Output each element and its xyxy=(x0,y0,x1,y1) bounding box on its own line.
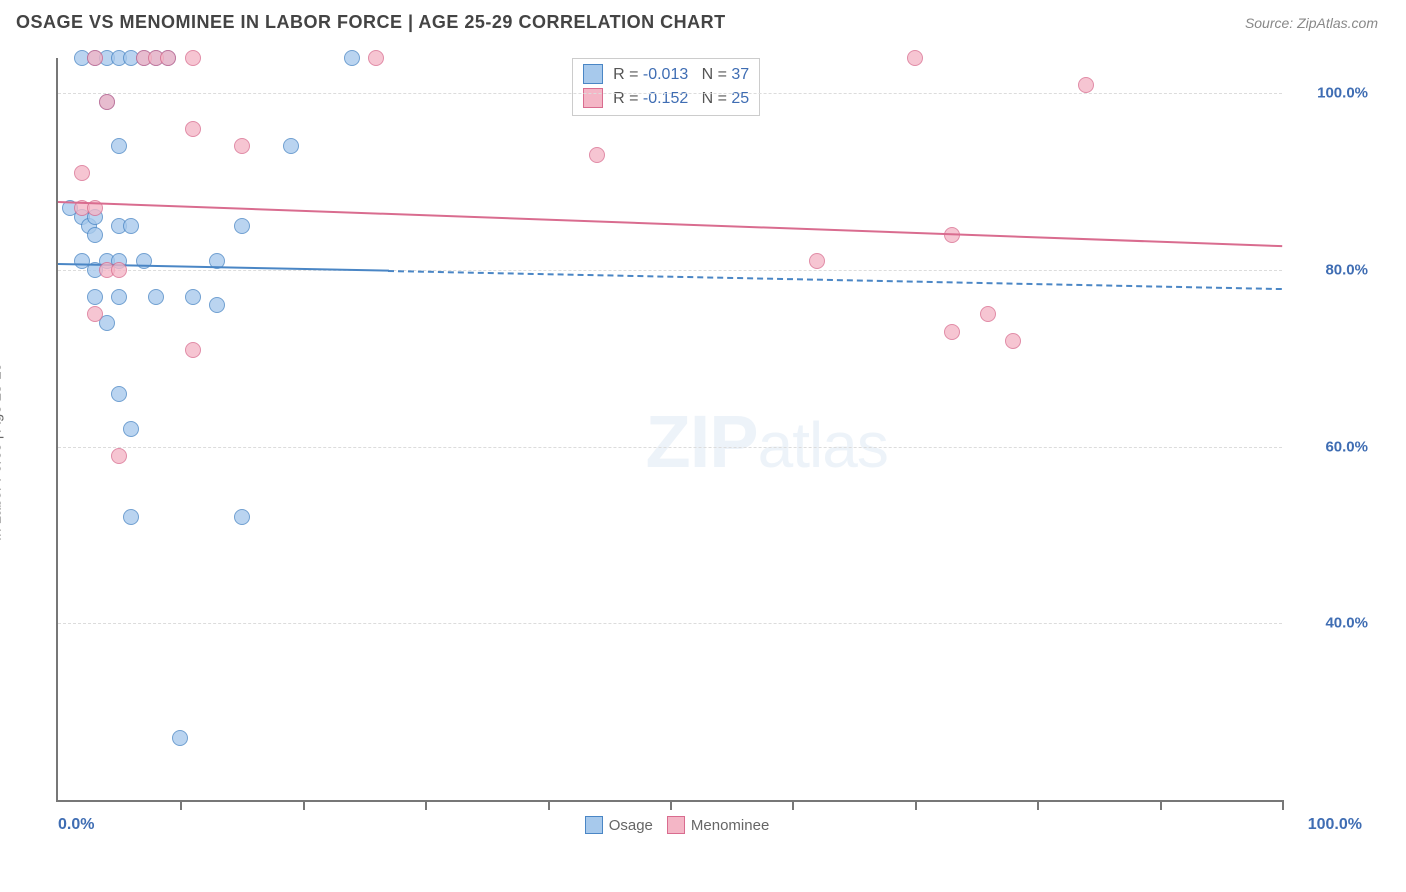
grid-line xyxy=(58,93,1282,94)
data-point-menominee xyxy=(980,306,996,322)
data-point-menominee xyxy=(185,50,201,66)
trend-osage xyxy=(388,270,1282,290)
data-point-osage xyxy=(123,421,139,437)
x-tick xyxy=(1282,800,1284,810)
data-point-menominee xyxy=(1078,77,1094,93)
data-point-osage xyxy=(185,289,201,305)
grid-line xyxy=(58,623,1282,624)
data-point-menominee xyxy=(589,147,605,163)
y-tick-label: 40.0% xyxy=(1288,615,1368,632)
data-point-menominee xyxy=(87,50,103,66)
data-point-osage xyxy=(209,297,225,313)
grid-line xyxy=(58,270,1282,271)
data-point-menominee xyxy=(99,94,115,110)
source-label: Source: ZipAtlas.com xyxy=(1245,15,1378,31)
data-point-menominee xyxy=(87,306,103,322)
stats-row: R = -0.013 N = 37 xyxy=(583,63,749,87)
x-tick xyxy=(180,800,182,810)
data-point-menominee xyxy=(160,50,176,66)
data-point-menominee xyxy=(809,253,825,269)
chart-title: OSAGE VS MENOMINEE IN LABOR FORCE | AGE … xyxy=(16,12,726,33)
x-max-label: 100.0% xyxy=(1282,816,1362,834)
data-point-menominee xyxy=(368,50,384,66)
data-point-osage xyxy=(111,386,127,402)
data-point-osage xyxy=(283,138,299,154)
data-point-menominee xyxy=(1005,333,1021,349)
data-point-menominee xyxy=(944,324,960,340)
data-point-menominee xyxy=(111,448,127,464)
x-tick xyxy=(425,800,427,810)
x-tick xyxy=(1160,800,1162,810)
title-bar: OSAGE VS MENOMINEE IN LABOR FORCE | AGE … xyxy=(0,0,1406,39)
data-point-osage xyxy=(148,289,164,305)
y-tick-label: 100.0% xyxy=(1288,85,1368,102)
x-tick xyxy=(792,800,794,810)
chart: In Labor Force | Age 25-29 ZIPatlas R = … xyxy=(16,48,1378,856)
x-tick xyxy=(548,800,550,810)
legend-item: Osage xyxy=(571,817,653,834)
data-point-osage xyxy=(234,218,250,234)
data-point-osage xyxy=(111,138,127,154)
y-tick-label: 60.0% xyxy=(1288,438,1368,455)
y-axis-label: In Labor Force | Age 25-29 xyxy=(0,363,5,541)
y-tick-label: 80.0% xyxy=(1288,262,1368,279)
x-tick xyxy=(670,800,672,810)
data-point-osage xyxy=(123,509,139,525)
data-point-osage xyxy=(172,730,188,746)
data-point-osage xyxy=(111,289,127,305)
data-point-osage xyxy=(344,50,360,66)
bottom-legend: OsageMenominee xyxy=(58,816,1282,834)
data-point-osage xyxy=(87,227,103,243)
data-point-menominee xyxy=(907,50,923,66)
data-point-osage xyxy=(87,289,103,305)
stats-row: R = -0.152 N = 25 xyxy=(583,87,749,111)
data-point-menominee xyxy=(234,138,250,154)
grid-line xyxy=(58,447,1282,448)
x-tick xyxy=(303,800,305,810)
x-tick xyxy=(915,800,917,810)
legend-item: Menominee xyxy=(653,817,769,834)
watermark: ZIPatlas xyxy=(646,399,888,484)
data-point-menominee xyxy=(111,262,127,278)
stats-legend: R = -0.013 N = 37R = -0.152 N = 25 xyxy=(572,58,760,116)
data-point-menominee xyxy=(185,121,201,137)
data-point-osage xyxy=(123,218,139,234)
data-point-osage xyxy=(234,509,250,525)
plot-area: ZIPatlas R = -0.013 N = 37R = -0.152 N =… xyxy=(56,58,1282,802)
x-tick xyxy=(1037,800,1039,810)
data-point-menominee xyxy=(185,342,201,358)
data-point-menominee xyxy=(74,165,90,181)
